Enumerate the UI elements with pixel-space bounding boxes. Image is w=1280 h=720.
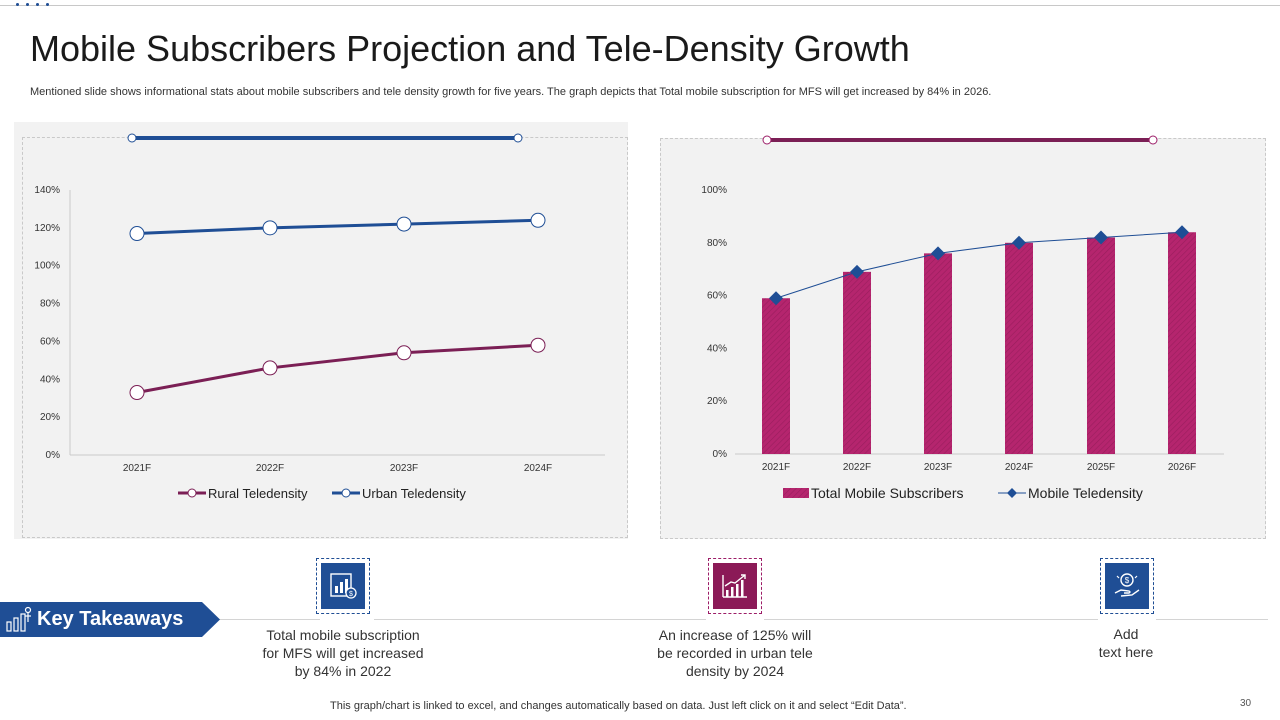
left-y-tick-label: 100% — [34, 261, 60, 272]
left-y-tick-label: 0% — [46, 450, 61, 461]
takeaway-3: Add text here — [1026, 625, 1226, 661]
right-series-point-teledensity — [1012, 235, 1026, 250]
right-y-tick-label: 20% — [707, 396, 727, 407]
divider-line — [374, 619, 706, 620]
right-y-tick-label: 80% — [707, 238, 727, 249]
left-y-tick-label: 140% — [34, 185, 60, 196]
footer-note: This graph/chart is linked to excel, and… — [330, 700, 907, 712]
left-series-point-rural — [129, 385, 145, 401]
left-series-line-rural — [136, 343, 539, 395]
bar-chart-dollar-icon: $ — [330, 573, 357, 599]
left-legend-marker — [341, 488, 351, 498]
right-x-tick-label: 2021F — [762, 462, 790, 473]
right-bar — [924, 253, 952, 454]
right-bar — [762, 298, 790, 454]
svg-text:$: $ — [349, 591, 353, 598]
left-series-point-rural — [262, 360, 278, 376]
right-x-tick-label: 2024F — [1005, 462, 1033, 473]
right-legend-label: Total Mobile Subscribers — [811, 485, 964, 501]
right-series-point-teledensity — [931, 246, 945, 261]
top-rule — [0, 5, 1280, 6]
divider-line — [218, 619, 320, 620]
takeaway-3-line1: Add — [1113, 626, 1139, 642]
right-series-point-teledensity — [1094, 230, 1108, 245]
growth-people-icon — [6, 606, 32, 632]
page-subtitle: Mentioned slide shows informational stat… — [30, 86, 992, 98]
right-series-point-teledensity — [850, 264, 864, 279]
right-y-tick-label: 100% — [701, 185, 727, 196]
right-bar — [1168, 232, 1196, 454]
left-chart-decor-dot — [513, 133, 523, 143]
divider-line — [1156, 619, 1268, 620]
right-legend-swatch — [783, 488, 809, 498]
right-x-tick-label: 2025F — [1087, 462, 1115, 473]
right-chart-decor-dot — [762, 135, 772, 145]
takeaway-3-line2: text here — [1098, 644, 1154, 660]
left-x-tick-label: 2023F — [390, 463, 418, 474]
hand-money-icon: $ — [1114, 573, 1140, 597]
right-chart-frame — [660, 138, 1266, 539]
right-y-tick-label: 40% — [707, 343, 727, 354]
left-series-point-rural — [530, 337, 546, 353]
left-chart-background — [14, 122, 628, 539]
takeaway-2-line1: An increase of 125% will — [658, 627, 812, 643]
page-title: Mobile Subscribers Projection and Tele-D… — [30, 28, 910, 69]
right-legend-label: Mobile Teledensity — [1028, 485, 1143, 501]
decor-dots — [16, 3, 49, 6]
right-x-tick-label: 2023F — [924, 462, 952, 473]
takeaway-1: Total mobile subscription for MFS will g… — [243, 626, 443, 680]
takeaway-1-line2: for MFS will get increased — [262, 645, 424, 661]
left-series-point-rural — [396, 345, 412, 361]
takeaway-1-line3: by 84% in 2022 — [294, 663, 392, 679]
left-series-point-urban — [396, 216, 412, 232]
right-bar — [1087, 237, 1115, 454]
right-series-point-teledensity — [1175, 225, 1189, 240]
left-y-tick-label: 120% — [34, 223, 60, 234]
right-legend-marker — [1007, 488, 1017, 498]
right-y-tick-label: 0% — [713, 449, 728, 460]
left-x-tick-label: 2022F — [256, 463, 284, 474]
takeaway-2-line2: be recorded in urban tele — [657, 645, 813, 661]
left-series-point-urban — [129, 226, 145, 242]
right-series-line-teledensity — [775, 231, 1183, 299]
key-takeaways-banner — [0, 602, 220, 637]
left-legend-marker — [187, 488, 197, 498]
left-x-tick-label: 2021F — [123, 463, 151, 474]
left-series-point-urban — [530, 212, 546, 228]
left-legend-label: Urban Teledensity — [362, 486, 466, 501]
svg-text:$: $ — [1125, 576, 1130, 585]
subscription-chart-icon-box: $ — [316, 558, 370, 614]
left-series-line-urban — [136, 218, 539, 236]
growth-graph-icon — [722, 574, 747, 598]
growth-chart-icon-box — [708, 558, 762, 614]
left-legend-label: Rural Teledensity — [208, 486, 308, 501]
right-series-point-teledensity — [769, 291, 783, 306]
takeaway-2-line3: density by 2024 — [685, 663, 785, 679]
takeaway-1-line1: Total mobile subscription — [266, 627, 420, 643]
left-chart-decor-dot — [127, 133, 137, 143]
right-chart-decor-dot — [1148, 135, 1158, 145]
right-x-tick-label: 2026F — [1168, 462, 1196, 473]
key-takeaways-label: Key Takeaways — [37, 608, 184, 630]
right-bar — [1005, 242, 1033, 454]
left-y-tick-label: 40% — [40, 374, 60, 385]
divider-line — [764, 619, 1098, 620]
left-y-tick-label: 80% — [40, 299, 60, 310]
page-number: 30 — [1240, 698, 1252, 709]
left-y-tick-label: 60% — [40, 336, 60, 347]
hand-money-icon-box: $ — [1100, 558, 1154, 614]
right-x-tick-label: 2022F — [843, 462, 871, 473]
left-series-point-urban — [262, 220, 278, 236]
right-bar — [843, 271, 871, 454]
takeaway-2: An increase of 125% will be recorded in … — [635, 626, 835, 680]
right-y-tick-label: 60% — [707, 291, 727, 302]
left-x-tick-label: 2024F — [524, 463, 552, 474]
left-y-tick-label: 20% — [40, 412, 60, 423]
